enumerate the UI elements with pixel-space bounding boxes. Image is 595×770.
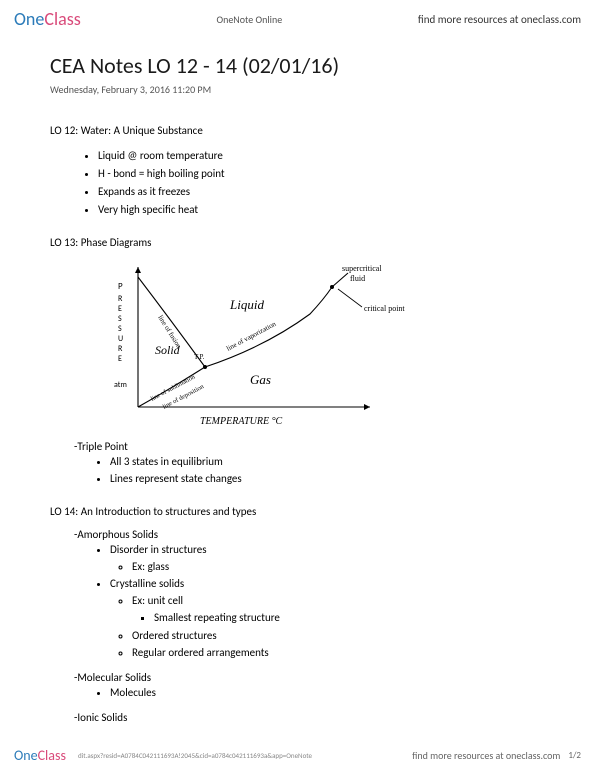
svg-text:Liquid: Liquid xyxy=(229,297,264,312)
list-item: All 3 states in equilibrium xyxy=(110,453,555,470)
footer-tagline: find more resources at oneclass.com xyxy=(412,749,560,762)
lo12-list: Liquid @ room temperature H - bond = hig… xyxy=(98,147,555,218)
header-source: OneNote Online xyxy=(216,13,282,26)
svg-text:R: R xyxy=(118,344,123,354)
list-item: Crystalline solids xyxy=(110,575,555,592)
page-header: OneClass OneNote Online find more resour… xyxy=(0,0,595,34)
page-title: CEA Notes LO 12 - 14 (02/01/16) xyxy=(50,52,555,79)
list-item: Regular ordered arrangements xyxy=(132,644,555,661)
footer-logo-class: Class xyxy=(38,747,66,764)
header-tagline: find more resources at oneclass.com xyxy=(418,13,581,26)
molecular-heading: -Molecular Solids xyxy=(74,671,555,684)
phase-diagram: PRESSUREatmTEMPERATURE °CSolidLiquidGass… xyxy=(110,259,555,434)
triple-point-heading: -Triple Point xyxy=(74,440,555,453)
crystalline-sub-list-2: Ordered structures Regular ordered arran… xyxy=(132,627,555,661)
logo-class: Class xyxy=(44,8,80,30)
document-body: CEA Notes LO 12 - 14 (02/01/16) Wednesda… xyxy=(0,34,595,724)
svg-text:P: P xyxy=(118,281,123,292)
lo14-heading: LO 14: An Introduction to structures and… xyxy=(50,505,555,518)
amorphous-heading: -Amorphous Solids xyxy=(74,528,555,541)
page-count: 1/2 xyxy=(568,750,581,761)
list-item: Expands as it freezes xyxy=(98,183,555,200)
svg-text:S: S xyxy=(118,324,122,334)
svg-text:R: R xyxy=(118,294,123,304)
svg-text:Gas: Gas xyxy=(250,372,271,387)
amorphous-list: Disorder in structures xyxy=(110,541,555,558)
svg-text:atm: atm xyxy=(114,380,127,390)
phase-diagram-svg: PRESSUREatmTEMPERATURE °CSolidLiquidGass… xyxy=(110,259,420,429)
svg-text:E: E xyxy=(118,304,122,314)
svg-text:T.P.: T.P. xyxy=(194,353,205,361)
svg-text:line of vaporization: line of vaporization xyxy=(225,320,278,353)
list-item: Ordered structures xyxy=(132,627,555,644)
list-item: Lines represent state changes xyxy=(110,470,555,487)
amorphous-sub-list: Ex: glass xyxy=(132,558,555,575)
footer-url: dit.aspx?resid=A0784C042111693A!2045&cid… xyxy=(78,751,412,760)
crystalline-list: Crystalline solids xyxy=(110,575,555,592)
triple-point-list: All 3 states in equilibrium Lines repres… xyxy=(110,453,555,487)
list-item: Ex: unit cell xyxy=(132,592,555,609)
logo-one: One xyxy=(14,8,44,30)
list-item: Smallest repeating structure xyxy=(154,609,555,626)
svg-text:supercritical: supercritical xyxy=(342,264,382,273)
lo13-heading: LO 13: Phase Diagrams xyxy=(50,236,555,249)
footer-logo-one: One xyxy=(14,747,38,764)
molecular-list: Molecules xyxy=(110,684,555,701)
crystalline-sub3-list: Smallest repeating structure xyxy=(154,609,555,626)
brand-logo: OneClass xyxy=(14,8,81,30)
svg-text:TEMPERATURE °C: TEMPERATURE °C xyxy=(200,416,283,427)
list-item: Molecules xyxy=(110,684,555,701)
lo12-heading: LO 12: Water: A Unique Substance xyxy=(50,124,555,137)
page-footer: OneClass dit.aspx?resid=A0784C042111693A… xyxy=(0,747,595,764)
svg-text:critical point: critical point xyxy=(364,304,405,313)
list-item: Ex: glass xyxy=(132,558,555,575)
footer-logo: OneClass xyxy=(14,747,66,764)
list-item: Very high specific heat xyxy=(98,201,555,218)
svg-text:S: S xyxy=(118,314,122,324)
ionic-heading: -Ionic Solids xyxy=(74,711,555,724)
crystalline-sub-list: Ex: unit cell xyxy=(132,592,555,609)
list-item: Disorder in structures xyxy=(110,541,555,558)
list-item: H - bond = high boiling point xyxy=(98,165,555,182)
list-item: Liquid @ room temperature xyxy=(98,147,555,164)
page-date: Wednesday, February 3, 2016 11:20 PM xyxy=(50,83,555,96)
svg-text:U: U xyxy=(118,334,123,344)
svg-text:E: E xyxy=(118,354,122,364)
svg-text:fluid: fluid xyxy=(350,274,365,283)
